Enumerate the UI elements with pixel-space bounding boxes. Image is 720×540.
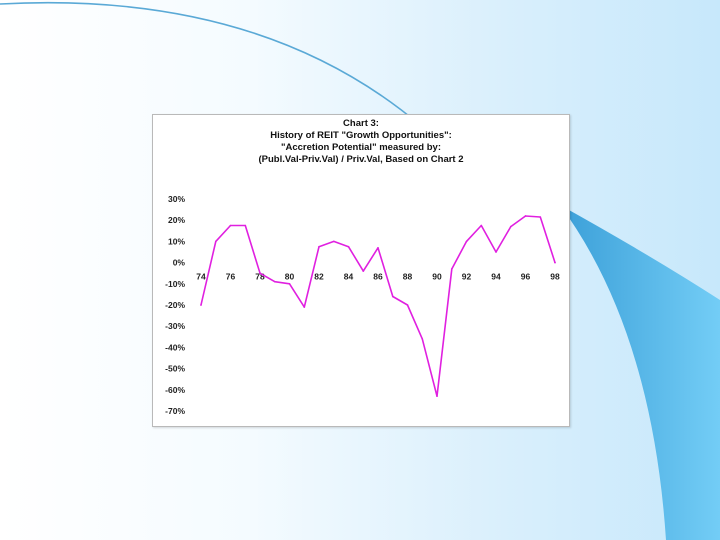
x-tick-label: 90	[432, 272, 442, 282]
data-point	[436, 395, 438, 397]
data-point	[288, 283, 291, 285]
x-tick-label: 98	[550, 272, 560, 282]
x-tick-label: 78	[255, 272, 265, 282]
data-point	[318, 245, 320, 248]
data-point	[273, 280, 276, 283]
data-point	[229, 224, 232, 227]
y-tick-label: 30%	[168, 194, 185, 204]
data-point	[347, 245, 350, 248]
data-point	[362, 270, 365, 272]
data-point	[377, 246, 379, 249]
data-point	[554, 261, 556, 264]
data-point	[495, 251, 497, 253]
data-point	[450, 268, 453, 270]
y-tick-label: -30%	[165, 321, 185, 331]
chart-title-line-2: History of REIT "Growth Opportunities":	[270, 130, 452, 141]
x-tick-label: 94	[491, 272, 501, 282]
y-tick-label: 0%	[173, 258, 186, 268]
y-tick-label: -20%	[165, 300, 185, 310]
x-tick-label: 88	[403, 272, 413, 282]
y-tick-label: -50%	[165, 364, 185, 374]
data-point	[509, 225, 512, 228]
data-point	[539, 216, 542, 218]
chart-panel: Chart 3: History of REIT "Growth Opportu…	[152, 114, 570, 427]
x-tick-label: 82	[314, 272, 324, 282]
data-point	[303, 306, 306, 308]
y-tick-label: 10%	[168, 236, 185, 246]
x-tick-label: 84	[344, 272, 354, 282]
x-tick-label: 92	[462, 272, 472, 282]
chart-title-line-1: Chart 3:	[343, 118, 379, 129]
x-tick-label: 76	[226, 272, 236, 282]
x-tick-label: 80	[285, 272, 295, 282]
data-point	[214, 240, 217, 243]
y-tick-label: -60%	[165, 385, 185, 395]
x-tick-label: 74	[196, 272, 206, 282]
y-tick-label: -70%	[165, 406, 185, 416]
data-point	[244, 224, 247, 227]
data-point	[406, 304, 409, 306]
data-point	[465, 240, 468, 243]
data-point	[391, 295, 394, 298]
data-point	[421, 338, 424, 340]
x-tick-label: 86	[373, 272, 383, 282]
data-point	[480, 224, 483, 227]
series-line	[200, 215, 556, 398]
data-point	[200, 304, 202, 306]
data-point	[259, 272, 261, 274]
y-tick-label: 20%	[168, 215, 185, 225]
chart-title-line-4: (Publ.Val-Priv.Val) / Priv.Val, Based on…	[258, 154, 464, 165]
line-chart: 30% 20% 10% 0% -10% -20% -30% -40% -50% -60% -70% 7…	[165, 194, 560, 416]
y-tick-label: -40%	[165, 342, 185, 352]
data-point	[332, 240, 335, 243]
chart-title-line-3: "Accretion Potential" measured by:	[281, 142, 441, 153]
x-tick-label: 96	[521, 272, 531, 282]
data-point	[524, 215, 527, 217]
y-tick-label: -10%	[165, 279, 185, 289]
